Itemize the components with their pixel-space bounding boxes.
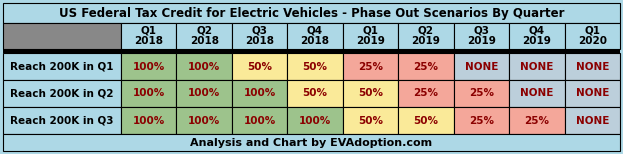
FancyBboxPatch shape (121, 107, 176, 134)
Text: Q1
2018: Q1 2018 (134, 26, 163, 46)
Text: Q2
2019: Q2 2019 (412, 26, 440, 46)
FancyBboxPatch shape (454, 107, 509, 134)
FancyBboxPatch shape (287, 23, 343, 49)
Text: 100%: 100% (133, 116, 165, 126)
FancyBboxPatch shape (398, 53, 454, 80)
Text: 50%: 50% (358, 116, 383, 126)
FancyBboxPatch shape (398, 80, 454, 107)
FancyBboxPatch shape (3, 107, 121, 134)
FancyBboxPatch shape (176, 53, 232, 80)
FancyBboxPatch shape (121, 80, 176, 107)
Text: 25%: 25% (414, 89, 439, 99)
Text: NONE: NONE (576, 61, 609, 71)
Text: 100%: 100% (188, 61, 221, 71)
Text: NONE: NONE (520, 89, 553, 99)
FancyBboxPatch shape (3, 49, 620, 53)
FancyBboxPatch shape (509, 53, 564, 80)
Text: 100%: 100% (244, 116, 276, 126)
FancyBboxPatch shape (3, 23, 121, 49)
FancyBboxPatch shape (454, 80, 509, 107)
FancyBboxPatch shape (176, 23, 232, 49)
FancyBboxPatch shape (232, 80, 287, 107)
Text: Reach 200K in Q3: Reach 200K in Q3 (10, 116, 114, 126)
FancyBboxPatch shape (564, 23, 620, 49)
Text: NONE: NONE (576, 89, 609, 99)
Text: 25%: 25% (358, 61, 383, 71)
FancyBboxPatch shape (3, 134, 620, 151)
Text: 100%: 100% (133, 61, 165, 71)
FancyBboxPatch shape (176, 80, 232, 107)
FancyBboxPatch shape (343, 107, 398, 134)
FancyBboxPatch shape (509, 23, 564, 49)
FancyBboxPatch shape (343, 53, 398, 80)
FancyBboxPatch shape (509, 80, 564, 107)
Text: NONE: NONE (576, 116, 609, 126)
Text: Q2
2018: Q2 2018 (189, 26, 219, 46)
FancyBboxPatch shape (509, 107, 564, 134)
Text: 100%: 100% (188, 116, 221, 126)
FancyBboxPatch shape (176, 107, 232, 134)
Text: Reach 200K in Q2: Reach 200K in Q2 (10, 89, 114, 99)
Text: 50%: 50% (414, 116, 439, 126)
Text: 100%: 100% (188, 89, 221, 99)
Text: 50%: 50% (303, 89, 328, 99)
FancyBboxPatch shape (398, 107, 454, 134)
FancyBboxPatch shape (343, 23, 398, 49)
FancyBboxPatch shape (454, 53, 509, 80)
Text: US Federal Tax Credit for Electric Vehicles - Phase Out Scenarios By Quarter: US Federal Tax Credit for Electric Vehic… (59, 6, 564, 20)
Text: 100%: 100% (299, 116, 331, 126)
Text: Analysis and Chart by EVAdoption.com: Analysis and Chart by EVAdoption.com (191, 138, 432, 148)
FancyBboxPatch shape (343, 80, 398, 107)
FancyBboxPatch shape (121, 53, 176, 80)
Text: 25%: 25% (469, 116, 494, 126)
FancyBboxPatch shape (564, 107, 620, 134)
Text: 100%: 100% (244, 89, 276, 99)
Text: Q1
2020: Q1 2020 (578, 26, 607, 46)
FancyBboxPatch shape (564, 80, 620, 107)
Text: Q3
2018: Q3 2018 (245, 26, 274, 46)
FancyBboxPatch shape (287, 80, 343, 107)
Text: NONE: NONE (520, 61, 553, 71)
Text: Q4
2018: Q4 2018 (300, 26, 330, 46)
FancyBboxPatch shape (564, 53, 620, 80)
FancyBboxPatch shape (3, 3, 620, 23)
Text: NONE: NONE (465, 61, 498, 71)
Text: 50%: 50% (303, 61, 328, 71)
Text: Q4
2019: Q4 2019 (523, 26, 551, 46)
Text: 50%: 50% (247, 61, 272, 71)
FancyBboxPatch shape (232, 23, 287, 49)
FancyBboxPatch shape (121, 23, 176, 49)
FancyBboxPatch shape (287, 53, 343, 80)
FancyBboxPatch shape (287, 107, 343, 134)
FancyBboxPatch shape (3, 80, 121, 107)
FancyBboxPatch shape (398, 23, 454, 49)
Text: 25%: 25% (414, 61, 439, 71)
FancyBboxPatch shape (454, 23, 509, 49)
FancyBboxPatch shape (232, 53, 287, 80)
Text: 100%: 100% (133, 89, 165, 99)
Text: 50%: 50% (358, 89, 383, 99)
Text: Reach 200K in Q1: Reach 200K in Q1 (10, 61, 114, 71)
FancyBboxPatch shape (232, 107, 287, 134)
Text: Q1
2019: Q1 2019 (356, 26, 385, 46)
FancyBboxPatch shape (3, 53, 121, 80)
Text: 25%: 25% (525, 116, 549, 126)
Text: 25%: 25% (469, 89, 494, 99)
Text: Q3
2019: Q3 2019 (467, 26, 496, 46)
